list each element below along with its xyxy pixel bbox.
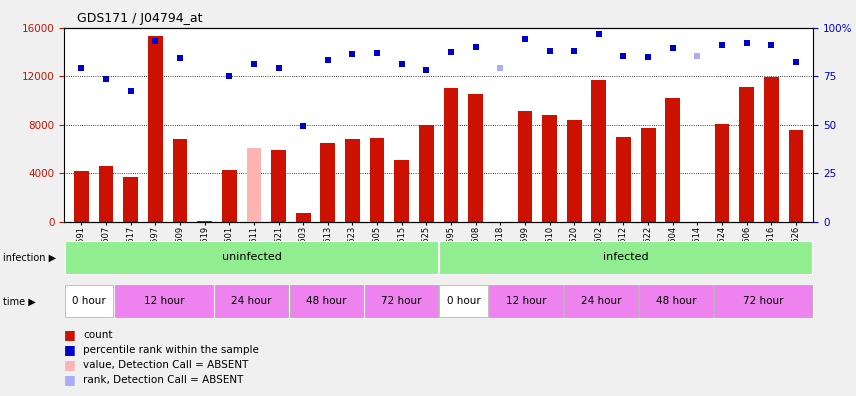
Text: ■: ■	[64, 328, 76, 341]
Bar	[320, 143, 336, 222]
Text: time ▶: time ▶	[3, 297, 35, 307]
Bar	[616, 137, 631, 222]
Bar	[345, 139, 360, 222]
Bar	[591, 80, 606, 222]
Text: percentile rank within the sample: percentile rank within the sample	[83, 345, 259, 355]
Text: 0 hour: 0 hour	[72, 296, 106, 306]
Text: 0 hour: 0 hour	[447, 296, 480, 306]
Bar	[365, 285, 438, 317]
Bar	[439, 285, 488, 317]
Bar	[296, 213, 311, 222]
Text: 48 hour: 48 hour	[656, 296, 696, 306]
Bar	[222, 169, 236, 222]
Bar	[490, 285, 562, 317]
Text: count: count	[83, 329, 112, 340]
Text: infected: infected	[603, 252, 649, 263]
Text: infection ▶: infection ▶	[3, 253, 56, 263]
Bar	[439, 241, 812, 274]
Bar	[65, 285, 113, 317]
Text: value, Detection Call = ABSENT: value, Detection Call = ABSENT	[83, 360, 248, 370]
Text: 48 hour: 48 hour	[306, 296, 347, 306]
Text: ■: ■	[64, 343, 76, 356]
Bar	[173, 139, 187, 222]
Bar	[395, 160, 409, 222]
Bar	[370, 138, 384, 222]
Bar	[215, 285, 288, 317]
Text: ■: ■	[64, 373, 76, 386]
Bar	[123, 177, 138, 222]
Bar	[197, 221, 212, 222]
Text: rank, Detection Call = ABSENT: rank, Detection Call = ABSENT	[83, 375, 243, 385]
Bar	[468, 94, 483, 222]
Bar	[518, 111, 532, 222]
Text: 72 hour: 72 hour	[743, 296, 783, 306]
Bar	[740, 87, 754, 222]
Bar	[148, 36, 163, 222]
Bar	[665, 98, 681, 222]
Bar	[764, 78, 779, 222]
Bar	[639, 285, 712, 317]
Bar	[714, 285, 812, 317]
Bar	[115, 285, 213, 317]
Text: ■: ■	[64, 358, 76, 371]
Text: GDS171 / J04794_at: GDS171 / J04794_at	[77, 12, 203, 25]
Text: 72 hour: 72 hour	[381, 296, 421, 306]
Bar	[98, 166, 114, 222]
Bar	[715, 124, 729, 222]
Text: uninfected: uninfected	[222, 252, 282, 263]
Bar	[641, 128, 656, 222]
Bar	[289, 285, 363, 317]
Bar	[271, 150, 286, 222]
Bar	[564, 285, 638, 317]
Bar	[788, 129, 803, 222]
Bar	[247, 148, 261, 222]
Text: 12 hour: 12 hour	[144, 296, 184, 306]
Text: 24 hour: 24 hour	[580, 296, 621, 306]
Bar	[542, 115, 557, 222]
Bar	[65, 241, 438, 274]
Text: 24 hour: 24 hour	[231, 296, 271, 306]
Text: 12 hour: 12 hour	[506, 296, 546, 306]
Bar	[567, 120, 581, 222]
Bar	[419, 125, 434, 222]
Bar	[74, 171, 89, 222]
Bar	[443, 88, 459, 222]
